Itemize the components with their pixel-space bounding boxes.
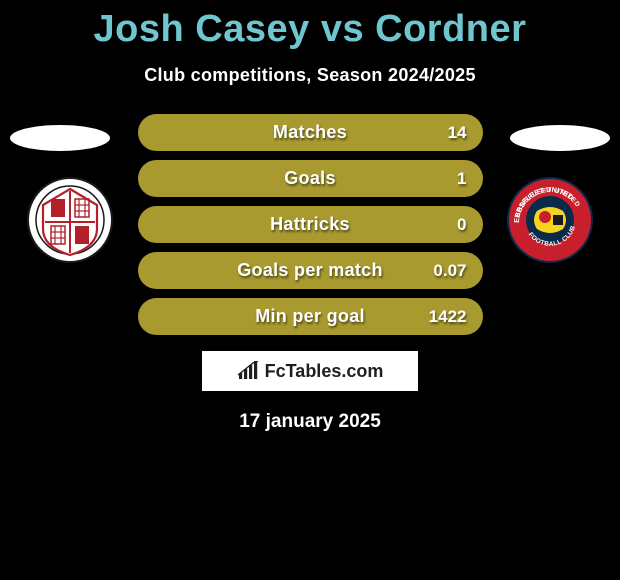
stat-row: Min per goal 1422	[0, 298, 620, 335]
stat-label: Hattricks	[270, 214, 350, 235]
brand-text: FcTables.com	[265, 361, 384, 382]
stat-pill-min-per-goal: Min per goal 1422	[138, 298, 483, 335]
stat-pill-matches: Matches 14	[138, 114, 483, 151]
stats-block: Matches 14 Goals 1 Hattricks 0 Goals per…	[0, 114, 620, 335]
stat-row: Goals per match 0.07	[0, 252, 620, 289]
stat-pill-goals: Goals 1	[138, 160, 483, 197]
date-line: 17 january 2025	[0, 411, 620, 433]
stat-value-right: 14	[448, 123, 467, 143]
stat-label: Matches	[273, 122, 347, 143]
comparison-card: Josh Casey vs Cordner Club competitions,…	[0, 0, 620, 433]
stat-label: Min per goal	[255, 306, 365, 327]
stat-row: Hattricks 0	[0, 206, 620, 243]
stat-label: Goals per match	[237, 260, 383, 281]
stat-pill-goals-per-match: Goals per match 0.07	[138, 252, 483, 289]
page-title: Josh Casey vs Cordner	[0, 0, 620, 51]
stat-row: Goals 1	[0, 160, 620, 197]
stat-value-right: 0.07	[433, 261, 466, 281]
bar-chart-icon	[237, 361, 261, 381]
brand-box[interactable]: FcTables.com	[202, 351, 418, 391]
subtitle: Club competitions, Season 2024/2025	[0, 65, 620, 86]
stat-value-right: 1	[457, 169, 466, 189]
stat-value-right: 0	[457, 215, 466, 235]
stat-label: Goals	[284, 168, 336, 189]
stat-value-right: 1422	[429, 307, 467, 327]
stat-pill-hattricks: Hattricks 0	[138, 206, 483, 243]
stat-row: Matches 14	[0, 114, 620, 151]
